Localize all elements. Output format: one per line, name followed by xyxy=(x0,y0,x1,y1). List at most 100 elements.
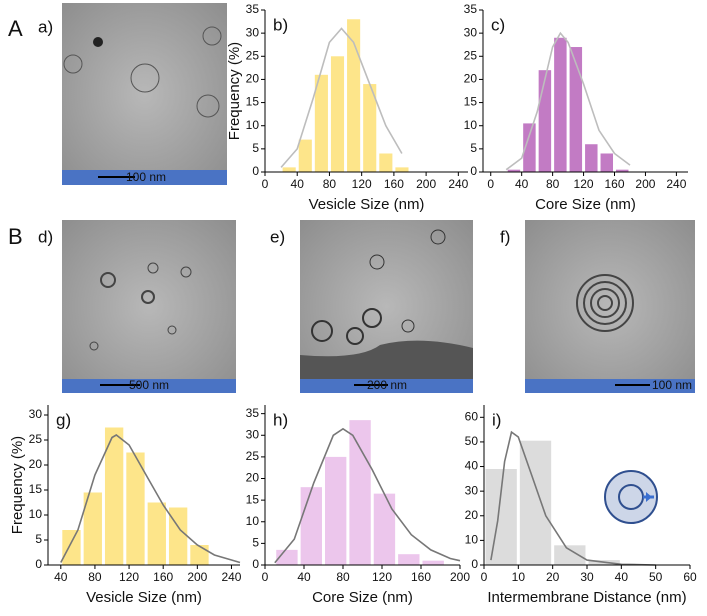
bar xyxy=(126,452,145,565)
bar xyxy=(147,502,166,565)
y-tick-label: 15 xyxy=(464,95,478,109)
x-tick-label: 40 xyxy=(297,570,311,584)
bar xyxy=(62,530,81,565)
y-tick-label: 35 xyxy=(246,2,260,16)
scale-bar-label: 100 nm xyxy=(126,170,166,184)
y-tick-label: 20 xyxy=(246,72,260,86)
x-tick-label: 80 xyxy=(88,570,102,584)
y-tick-label: 25 xyxy=(29,432,43,446)
micrograph xyxy=(525,220,695,393)
y-tick-label: 30 xyxy=(464,25,478,39)
bar xyxy=(168,507,188,565)
x-tick-label: 40 xyxy=(515,177,529,191)
y-tick-label: 20 xyxy=(464,72,478,86)
y-tick-label: 10 xyxy=(246,118,260,132)
bar xyxy=(523,123,536,172)
x-tick-label: 120 xyxy=(372,570,392,584)
bar xyxy=(373,493,396,565)
x-tick-label: 120 xyxy=(352,177,372,191)
x-tick-label: 80 xyxy=(546,177,560,191)
bar xyxy=(300,487,322,565)
x-tick-label: 80 xyxy=(336,570,350,584)
y-axis-label: Frequency (%) xyxy=(226,42,243,140)
bar xyxy=(379,153,393,172)
y-tick-label: 30 xyxy=(246,427,260,441)
y-tick-label: 15 xyxy=(246,95,260,109)
micrograph xyxy=(62,3,227,185)
y-tick-label: 60 xyxy=(465,409,479,423)
bar xyxy=(538,70,552,172)
bar xyxy=(554,545,586,565)
x-tick-label: 40 xyxy=(291,177,305,191)
panel-label: d) xyxy=(38,227,53,246)
row-label: B xyxy=(8,224,23,249)
y-tick-label: 30 xyxy=(246,25,260,39)
y-tick-label: 20 xyxy=(29,457,43,471)
inset-schematic xyxy=(604,470,658,524)
panel-label: h) xyxy=(273,410,288,429)
x-tick-label: 240 xyxy=(666,177,686,191)
bar xyxy=(519,440,552,565)
y-tick-label: 0 xyxy=(35,557,42,571)
x-tick-label: 40 xyxy=(54,570,68,584)
y-tick-label: 25 xyxy=(464,48,478,62)
y-tick-label: 10 xyxy=(465,533,479,547)
x-tick-label: 240 xyxy=(221,570,241,584)
bar xyxy=(616,169,629,172)
bar xyxy=(485,469,517,565)
y-tick-label: 25 xyxy=(246,449,260,463)
bar xyxy=(325,456,347,565)
y-tick-label: 35 xyxy=(246,406,260,420)
bar xyxy=(395,167,409,172)
x-tick-label: 80 xyxy=(323,177,337,191)
x-tick-label: 200 xyxy=(635,177,655,191)
x-tick-label: 60 xyxy=(683,570,697,584)
x-tick-label: 10 xyxy=(512,570,526,584)
y-tick-label: 5 xyxy=(252,141,259,155)
x-tick-label: 50 xyxy=(649,570,663,584)
x-tick-label: 30 xyxy=(580,570,594,584)
y-tick-label: 10 xyxy=(246,514,260,528)
x-tick-label: 0 xyxy=(481,570,488,584)
fit-curve xyxy=(60,434,241,564)
scale-bar-label: 200 nm xyxy=(367,378,407,392)
micrograph xyxy=(62,220,236,393)
bar xyxy=(507,169,521,172)
bar xyxy=(398,554,420,565)
x-tick-label: 160 xyxy=(411,570,431,584)
x-tick-label: 120 xyxy=(119,570,139,584)
y-tick-label: 0 xyxy=(470,164,477,178)
panel-label: c) xyxy=(491,15,505,34)
bar xyxy=(585,144,598,172)
bar xyxy=(190,545,209,565)
bar xyxy=(554,37,567,173)
x-tick-label: 160 xyxy=(384,177,404,191)
y-tick-label: 5 xyxy=(35,532,42,546)
x-tick-label: 200 xyxy=(187,570,207,584)
y-tick-label: 0 xyxy=(471,557,478,571)
y-tick-label: 15 xyxy=(29,482,43,496)
x-tick-label: 0 xyxy=(487,177,494,191)
scale-bar-label: 500 nm xyxy=(129,378,169,392)
y-tick-label: 15 xyxy=(246,492,260,506)
x-axis-label: Intermembrane Distance (nm) xyxy=(487,589,686,606)
panel-label: i) xyxy=(492,410,501,429)
y-tick-label: 10 xyxy=(29,507,43,521)
y-tick-label: 20 xyxy=(465,508,479,522)
scale-bar-label: 100 nm xyxy=(652,378,692,392)
panel-label: b) xyxy=(273,15,288,34)
x-tick-label: 120 xyxy=(574,177,594,191)
bar xyxy=(349,420,371,565)
fit-curve xyxy=(505,31,631,171)
y-tick-label: 50 xyxy=(465,434,479,448)
y-axis-label: Frequency (%) xyxy=(9,436,26,534)
y-tick-label: 30 xyxy=(465,483,479,497)
x-tick-label: 0 xyxy=(262,177,269,191)
row-label: A xyxy=(8,16,23,41)
fit-curve xyxy=(274,427,461,564)
fit-curve xyxy=(490,430,656,566)
bar xyxy=(314,74,328,172)
x-tick-label: 200 xyxy=(450,570,470,584)
bar xyxy=(330,56,345,172)
